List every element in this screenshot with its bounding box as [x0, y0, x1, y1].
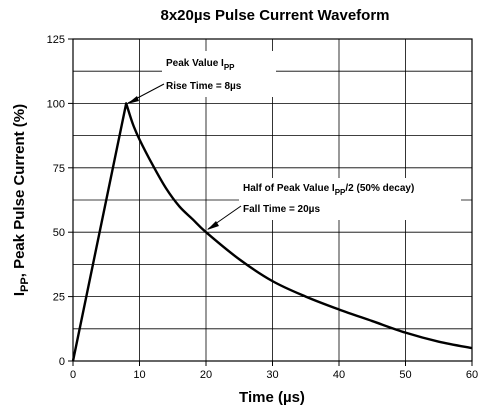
- half-annotation-arrowhead: [207, 221, 219, 230]
- y-tick-label: 125: [47, 34, 65, 46]
- y-tick-label: 50: [53, 227, 65, 239]
- x-tick-label: 20: [200, 369, 212, 381]
- peak-annotation-main: Peak Value I: [166, 58, 224, 69]
- peak-annotation-sub: PP: [224, 63, 235, 72]
- y-tick-label: 0: [59, 356, 65, 368]
- x-tick-label: 60: [466, 369, 478, 381]
- y-axis-title-rest: , Peak Pulse Current (%): [11, 104, 28, 277]
- y-axis-title: IPP, Peak Pulse Current (%): [11, 104, 31, 296]
- y-axis-title-sub: PP: [19, 277, 31, 292]
- half-annotation-sub: PP: [335, 188, 346, 197]
- x-tick-label: 50: [399, 369, 411, 381]
- peak-annotation-line2: Rise Time = 8µs: [166, 81, 242, 92]
- x-tick-label: 0: [70, 369, 76, 381]
- chart-title: 8x20µs Pulse Current Waveform: [160, 7, 389, 24]
- half-annotation-main: Half of Peak Value I: [243, 183, 335, 194]
- y-tick-label: 25: [53, 292, 65, 304]
- x-tick-label: 40: [333, 369, 345, 381]
- series-line: [71, 102, 473, 362]
- y-tick-label: 100: [47, 98, 65, 110]
- x-axis-title: Time (µs): [239, 389, 305, 406]
- half-annotation-rest: /2 (50% decay): [345, 183, 414, 194]
- x-axis-ticks: 0 10 20 30 40 50 60: [70, 361, 478, 381]
- half-annotation-background: [239, 178, 461, 220]
- peak-annotation-arrowhead: [127, 96, 139, 104]
- x-tick-label: 10: [133, 369, 145, 381]
- half-annotation-line1: Half of Peak Value IPP/2 (50% decay): [243, 183, 414, 197]
- y-axis-title-main: I: [11, 292, 28, 296]
- peak-annotation-background: [162, 51, 276, 97]
- half-annotation-line2: Fall Time = 20µs: [243, 204, 320, 215]
- peak-annotation-line1: Peak Value IPP: [166, 58, 235, 72]
- y-tick-label: 75: [53, 163, 65, 175]
- y-axis-ticks: 0 25 50 75 100 125: [47, 34, 73, 368]
- x-tick-label: 30: [266, 369, 278, 381]
